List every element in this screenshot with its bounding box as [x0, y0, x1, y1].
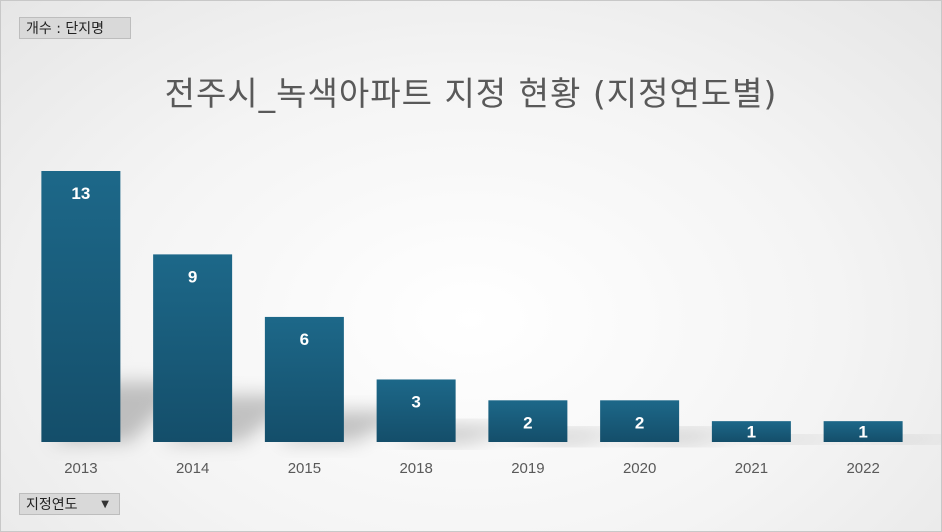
- data-label-2014: 9: [188, 267, 197, 286]
- data-label-2020: 2: [635, 413, 644, 432]
- bar-2019[interactable]: [488, 400, 568, 442]
- x-tick-label-2019: 2019: [511, 460, 544, 477]
- bar-2020[interactable]: [600, 400, 680, 442]
- chart-title: 전주시_녹색아파트 지정 현황 (지정연도별): [164, 74, 778, 113]
- x-tick-label-2022: 2022: [846, 460, 879, 477]
- bar-2015[interactable]: [264, 316, 344, 442]
- axis-field-button[interactable]: 지정연도 ▼: [19, 493, 120, 515]
- bar-2021[interactable]: [711, 421, 791, 442]
- x-tick-label-2020: 2020: [623, 460, 656, 477]
- x-tick-label-2013: 2013: [64, 460, 97, 477]
- axis-field-label: 지정연도: [26, 497, 78, 513]
- dropdown-arrow-icon[interactable]: ▼: [101, 499, 109, 510]
- bar-2018[interactable]: [376, 379, 456, 442]
- x-tick-label-2018: 2018: [399, 460, 432, 477]
- data-label-2019: 2: [523, 413, 532, 432]
- bar-2013[interactable]: [41, 171, 121, 442]
- x-tick-label-2015: 2015: [288, 460, 321, 477]
- data-label-2013: 13: [71, 184, 90, 203]
- data-label-2022: 1: [858, 423, 867, 442]
- x-tick-label-2014: 2014: [176, 460, 209, 477]
- bar-2022[interactable]: [823, 421, 903, 442]
- data-label-2018: 3: [411, 392, 420, 411]
- data-label-2015: 6: [300, 330, 309, 349]
- data-label-2021: 1: [747, 423, 756, 442]
- bar-2014[interactable]: [153, 254, 233, 442]
- x-tick-label-2021: 2021: [735, 460, 768, 477]
- value-field-button[interactable]: 개수 : 단지명: [19, 17, 131, 39]
